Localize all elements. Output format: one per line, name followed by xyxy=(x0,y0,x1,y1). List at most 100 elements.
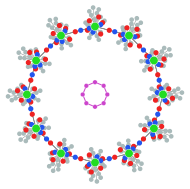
Circle shape xyxy=(8,89,12,92)
Circle shape xyxy=(55,38,59,42)
Circle shape xyxy=(24,139,27,143)
Circle shape xyxy=(56,158,59,162)
Circle shape xyxy=(155,91,159,94)
Circle shape xyxy=(29,107,33,111)
Circle shape xyxy=(57,168,60,171)
Circle shape xyxy=(67,36,70,39)
Circle shape xyxy=(171,99,174,102)
Circle shape xyxy=(59,23,63,26)
Circle shape xyxy=(139,21,142,24)
Circle shape xyxy=(41,131,45,135)
Circle shape xyxy=(101,84,106,88)
Circle shape xyxy=(113,155,117,159)
Circle shape xyxy=(150,67,154,70)
Circle shape xyxy=(57,31,65,40)
Circle shape xyxy=(124,47,127,50)
Circle shape xyxy=(90,178,93,181)
Circle shape xyxy=(33,97,36,100)
Circle shape xyxy=(148,122,152,126)
Circle shape xyxy=(132,164,136,167)
Circle shape xyxy=(86,28,89,32)
Circle shape xyxy=(156,112,160,116)
Circle shape xyxy=(73,30,77,34)
Circle shape xyxy=(136,160,140,163)
Circle shape xyxy=(42,121,45,124)
Circle shape xyxy=(157,107,161,111)
Circle shape xyxy=(22,47,25,50)
Circle shape xyxy=(133,168,136,172)
Circle shape xyxy=(33,87,36,91)
Circle shape xyxy=(19,98,23,102)
Circle shape xyxy=(38,63,42,67)
Circle shape xyxy=(135,17,139,20)
Circle shape xyxy=(97,38,100,41)
Circle shape xyxy=(159,63,163,67)
Circle shape xyxy=(90,33,93,36)
Circle shape xyxy=(143,128,146,132)
Circle shape xyxy=(162,64,165,67)
Circle shape xyxy=(97,172,100,175)
Circle shape xyxy=(150,87,153,91)
Circle shape xyxy=(168,48,171,51)
Circle shape xyxy=(154,89,157,92)
Circle shape xyxy=(40,125,44,129)
Circle shape xyxy=(91,22,99,31)
Circle shape xyxy=(27,136,30,139)
Circle shape xyxy=(127,163,131,166)
Circle shape xyxy=(47,126,50,129)
Circle shape xyxy=(173,89,176,92)
Circle shape xyxy=(22,102,25,105)
Circle shape xyxy=(43,126,46,130)
Circle shape xyxy=(151,132,155,136)
Circle shape xyxy=(159,131,162,134)
Circle shape xyxy=(152,135,155,139)
Circle shape xyxy=(39,89,42,92)
Circle shape xyxy=(105,92,110,97)
Circle shape xyxy=(10,99,13,102)
Circle shape xyxy=(99,30,102,34)
Circle shape xyxy=(163,46,166,50)
Circle shape xyxy=(122,29,125,32)
Circle shape xyxy=(118,148,122,152)
Circle shape xyxy=(163,135,166,138)
Circle shape xyxy=(163,85,167,88)
Circle shape xyxy=(39,131,42,134)
Circle shape xyxy=(35,50,38,54)
Circle shape xyxy=(19,56,22,59)
Circle shape xyxy=(91,158,99,167)
Circle shape xyxy=(132,144,136,148)
Circle shape xyxy=(47,24,50,27)
Circle shape xyxy=(130,42,133,45)
Circle shape xyxy=(66,147,70,150)
Circle shape xyxy=(65,157,68,160)
Circle shape xyxy=(142,137,145,141)
Circle shape xyxy=(87,153,91,157)
Circle shape xyxy=(90,14,93,17)
Circle shape xyxy=(150,56,158,65)
Circle shape xyxy=(180,91,184,94)
Circle shape xyxy=(123,159,126,162)
Circle shape xyxy=(27,122,31,126)
Circle shape xyxy=(148,97,151,100)
Circle shape xyxy=(38,118,42,122)
Circle shape xyxy=(101,157,104,161)
Circle shape xyxy=(68,37,72,41)
Circle shape xyxy=(60,42,63,46)
Circle shape xyxy=(57,149,65,158)
Circle shape xyxy=(165,100,169,104)
Circle shape xyxy=(35,53,39,57)
Circle shape xyxy=(159,90,167,99)
Circle shape xyxy=(121,145,124,148)
Circle shape xyxy=(28,51,32,54)
Circle shape xyxy=(99,32,103,36)
Circle shape xyxy=(95,12,98,15)
Circle shape xyxy=(120,150,123,153)
Circle shape xyxy=(22,132,25,135)
Circle shape xyxy=(87,19,91,23)
Circle shape xyxy=(145,116,149,120)
Circle shape xyxy=(160,121,164,124)
Circle shape xyxy=(54,22,58,25)
Circle shape xyxy=(42,57,45,60)
Circle shape xyxy=(165,54,168,57)
Circle shape xyxy=(138,44,141,48)
